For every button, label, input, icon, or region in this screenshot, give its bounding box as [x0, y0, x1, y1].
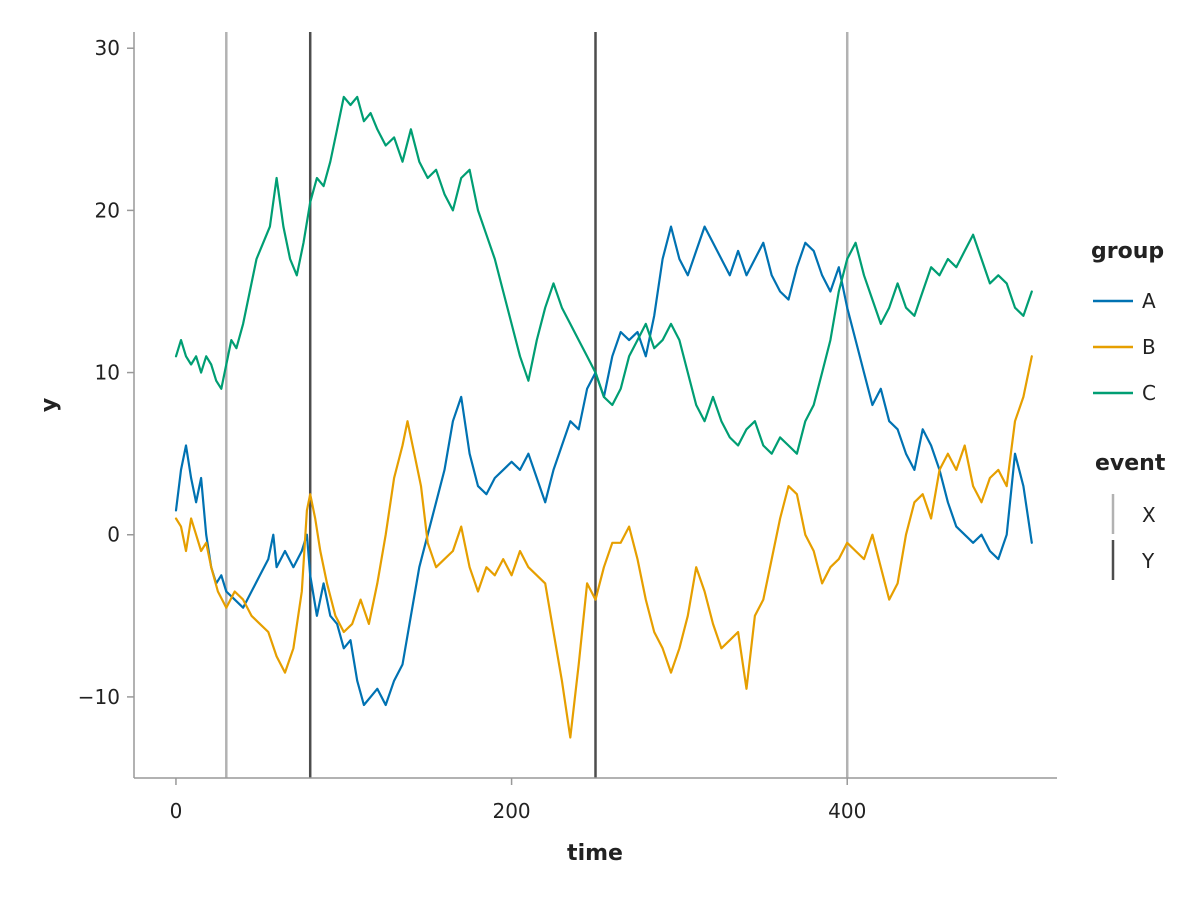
x-axis-ticks: 0 200 400 [170, 778, 866, 823]
y-tick-label: 30 [95, 36, 120, 60]
y-tick-label: −10 [78, 685, 120, 709]
legend-group-title: group [1091, 239, 1164, 264]
series-lines [174, 95, 1033, 739]
legend: group A B C event X Y [1091, 239, 1166, 580]
event-lines [225, 32, 849, 778]
x-tick-label: 200 [492, 799, 530, 823]
legend-label-a: A [1142, 289, 1156, 313]
series-line-b [174, 355, 1033, 739]
legend-label-x: X [1142, 503, 1156, 527]
y-tick-label: 0 [107, 523, 120, 547]
legend-item-c: C [1093, 381, 1156, 405]
legend-label-b: B [1142, 335, 1156, 359]
legend-event-title: event [1095, 451, 1166, 476]
y-axis-ticks: −10 0 10 20 30 [78, 36, 134, 709]
y-tick-label: 10 [95, 361, 120, 385]
x-tick-label: 0 [170, 799, 183, 823]
legend-label-y: Y [1141, 549, 1155, 573]
y-axis-title: y [37, 398, 62, 412]
series-line-a [174, 225, 1033, 707]
legend-item-a: A [1093, 289, 1156, 313]
x-axis-title: time [567, 841, 623, 866]
legend-item-b: B [1093, 335, 1156, 359]
x-tick-label: 400 [828, 799, 866, 823]
y-tick-label: 20 [95, 198, 120, 222]
legend-item-x: X [1111, 494, 1156, 534]
series-line-c [174, 95, 1033, 455]
legend-item-y: Y [1111, 540, 1155, 580]
legend-label-c: C [1142, 381, 1156, 405]
